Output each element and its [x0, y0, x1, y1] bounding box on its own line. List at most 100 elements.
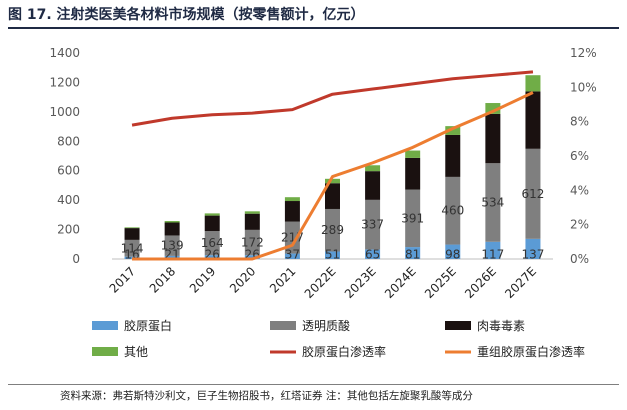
x-tick-label: 2027E — [502, 264, 539, 301]
bar-1-9 — [485, 163, 501, 242]
y-left-tick-label: 0 — [72, 252, 80, 266]
y-left-tick-label: 200 — [57, 223, 80, 237]
bar-2-8 — [445, 134, 461, 177]
y-right-tick-label: 6% — [570, 149, 589, 163]
legend-label: 其他 — [124, 345, 148, 359]
y-axis-left-ticks: 0 200 400 600 800 1000 1200 1400 — [49, 46, 80, 266]
bar-3-1 — [164, 221, 180, 223]
bar-3-3 — [244, 211, 260, 214]
bar-3-6 — [365, 165, 381, 172]
bar-2-5 — [325, 183, 340, 209]
legend-swatch — [270, 321, 296, 330]
bar-data-label: 117 — [481, 248, 504, 262]
line-series — [131, 70, 534, 261]
x-tick-label: 2022E — [302, 264, 339, 301]
y-left-tick-label: 1000 — [49, 105, 80, 119]
bar-data-label: 65 — [365, 248, 380, 262]
y-axis-right-ticks: 0% 2% 4% 6% 8% 10% 12% — [570, 46, 597, 266]
bar-data-label: 137 — [522, 248, 545, 262]
bar-series — [124, 75, 541, 259]
bar-2-10 — [525, 91, 541, 149]
bar-0-1 — [164, 255, 180, 259]
bar-data-label: 51 — [325, 248, 340, 262]
bar-1-5 — [325, 208, 340, 252]
bar-1-10 — [525, 148, 541, 239]
y-left-tick-label: 400 — [57, 193, 80, 207]
legend-label: 重组胶原蛋白渗透率 — [477, 344, 585, 359]
legend-label: 胶原蛋白渗透率 — [302, 344, 386, 359]
bar-3-7 — [405, 150, 421, 158]
bar-data-label: 164 — [201, 236, 224, 250]
y-right-tick-label: 10% — [570, 80, 597, 94]
bar-data-label: 98 — [445, 248, 460, 262]
bar-2-2 — [204, 215, 220, 232]
bar-data-label: 289 — [321, 223, 344, 237]
y-right-tick-label: 2% — [570, 218, 589, 232]
y-left-tick-label: 1200 — [49, 75, 80, 89]
x-axis-ticks: 2017 2018 2019 2020 2021 2022E 2023E 2024E 2025E… — [107, 264, 539, 301]
x-tick-label: 2023E — [342, 264, 379, 301]
legend-label: 透明质酸 — [302, 318, 350, 333]
title-divider — [8, 27, 619, 29]
bar-2-9 — [485, 113, 501, 164]
legend-swatch — [445, 321, 471, 330]
bar-0-5 — [325, 251, 340, 259]
bar-1-0 — [124, 239, 140, 257]
bar-data-label: 534 — [481, 195, 504, 209]
bar-2-3 — [244, 213, 260, 230]
x-tick-label: 2018 — [147, 264, 178, 295]
bar-0-8 — [445, 244, 461, 259]
bar-data-label: 391 — [401, 211, 424, 225]
x-tick-label: 2025E — [422, 264, 459, 301]
bar-3-10 — [525, 75, 541, 92]
bar-data-label: 460 — [441, 204, 464, 218]
bar-3-9 — [485, 103, 501, 114]
bar-data-label: 337 — [361, 218, 384, 232]
bar-1-8 — [445, 176, 461, 245]
x-tick-label: 2020 — [227, 264, 258, 295]
y-left-tick-label: 600 — [57, 164, 80, 178]
source-note: 资料来源：弗若斯特沙利文，巨子生物招股书，红塔证券 注：其他包括左旋聚乳酸等成分 — [60, 390, 473, 402]
y-right-tick-label: 8% — [570, 115, 589, 129]
bar-1-7 — [405, 189, 421, 248]
bar-data-label: 172 — [241, 236, 264, 250]
bar-2-6 — [365, 171, 381, 200]
bar-3-5 — [325, 178, 340, 184]
line-series-0 — [131, 70, 534, 127]
bar-data-label: 139 — [161, 239, 184, 253]
bar-1-6 — [365, 199, 381, 250]
legend-label: 胶原蛋白 — [124, 318, 172, 333]
bar-3-2 — [204, 213, 220, 216]
bar-3-8 — [445, 126, 461, 135]
x-tick-label: 2026E — [462, 264, 499, 301]
y-left-tick-label: 800 — [57, 134, 80, 148]
chart-title: 图 17. 注射类医美各材料市场规模（按零售额计，亿元） — [8, 7, 365, 23]
bar-1-1 — [164, 235, 180, 256]
source-divider — [8, 384, 619, 385]
bar-2-1 — [164, 222, 180, 236]
bar-3-4 — [284, 197, 300, 202]
legend-swatch — [92, 347, 118, 356]
line-series-1 — [132, 91, 534, 261]
legend-swatch — [92, 321, 118, 330]
y-right-tick-label: 4% — [570, 183, 589, 197]
bar-2-4 — [284, 201, 300, 222]
x-tick-label: 2019 — [187, 264, 218, 295]
bar-data-label: 114 — [121, 241, 144, 255]
bar-1-3 — [244, 229, 260, 256]
bar-data-label: 37 — [285, 248, 300, 262]
bar-data-label: 612 — [522, 187, 545, 201]
x-tick-label: 2021 — [267, 264, 298, 295]
y-left-tick-label: 1400 — [49, 46, 80, 60]
x-tick-label: 2024E — [382, 264, 419, 301]
bar-3-0 — [124, 227, 140, 229]
x-tick-label: 2017 — [107, 264, 138, 295]
bar-0-6 — [365, 249, 381, 259]
bar-data-label: 81 — [405, 248, 420, 262]
y-right-tick-label: 12% — [570, 46, 597, 60]
bar-0-4 — [284, 253, 300, 259]
bar-1-2 — [204, 231, 220, 256]
